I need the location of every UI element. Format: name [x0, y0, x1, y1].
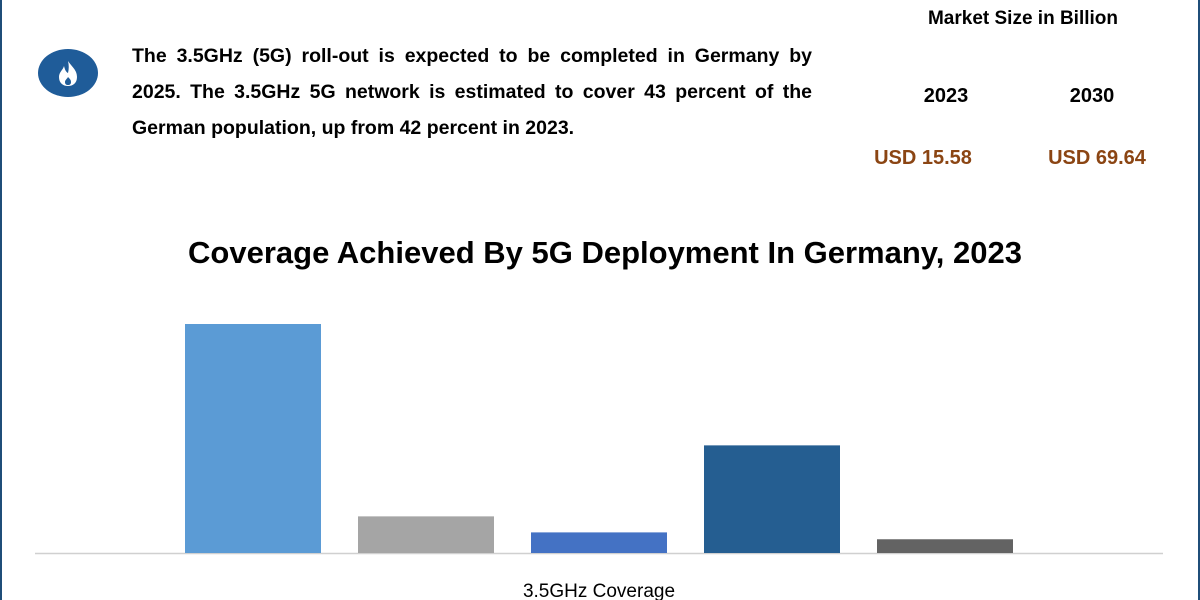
bar — [358, 516, 494, 553]
market-title: Market Size in Billion — [927, 8, 1119, 29]
x-tick-label: 3.5GHz Coverage — [523, 581, 675, 600]
year: 2023 — [923, 85, 969, 107]
description: The 3.5GHz (5G) roll-out is expected to … — [132, 45, 812, 139]
market-value: USD 15.58 — [874, 147, 972, 169]
bar — [531, 532, 667, 553]
flame-inner — [65, 77, 71, 85]
bar — [877, 539, 1013, 553]
market-value: USD 69.64 — [1048, 147, 1146, 169]
chart-title: Coverage Achieved By 5G Deployment In Ge… — [188, 235, 1022, 270]
flame-icon — [59, 61, 77, 86]
bar — [185, 324, 321, 553]
bar — [704, 445, 840, 553]
year: 2030 — [1069, 85, 1115, 107]
